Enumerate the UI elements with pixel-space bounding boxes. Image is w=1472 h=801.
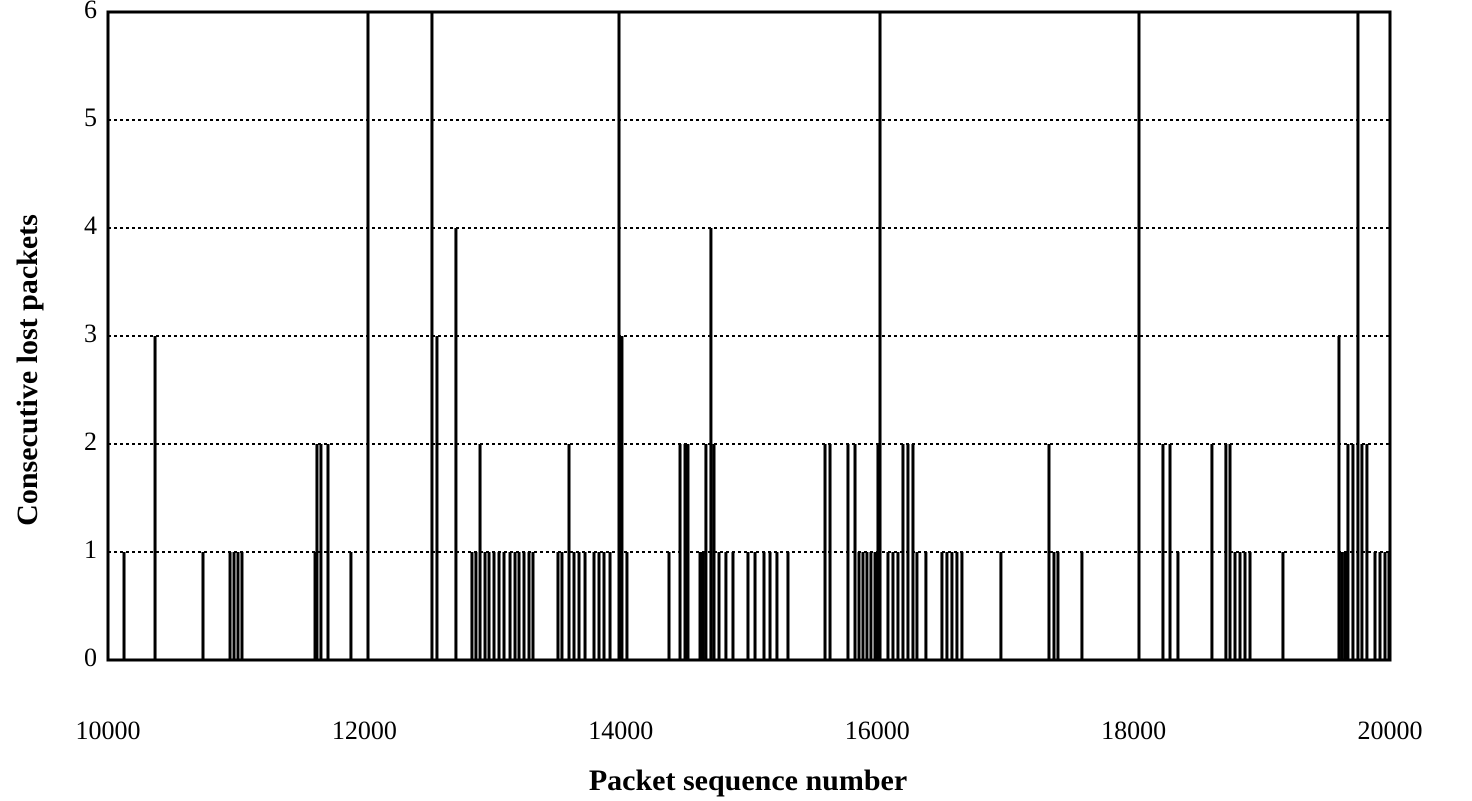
y-tick-label: 5 (84, 103, 97, 132)
y-tick-label: 0 (84, 643, 97, 672)
x-axis-label: Packet sequence number (589, 764, 907, 797)
x-tick-label: 16000 (845, 716, 910, 745)
x-tick-label: 18000 (1101, 716, 1166, 745)
y-tick-label: 2 (84, 427, 97, 456)
y-tick-label: 1 (84, 535, 97, 564)
x-tick-label: 20000 (1358, 716, 1423, 745)
y-tick-label: 4 (84, 211, 97, 240)
x-tick-label: 10000 (76, 716, 141, 745)
x-tick-label: 12000 (332, 716, 397, 745)
y-tick-label: 3 (84, 319, 97, 348)
y-axis-label: Consecutive lost packets (11, 214, 44, 526)
x-tick-label: 14000 (588, 716, 653, 745)
y-tick-label: 6 (84, 0, 97, 24)
